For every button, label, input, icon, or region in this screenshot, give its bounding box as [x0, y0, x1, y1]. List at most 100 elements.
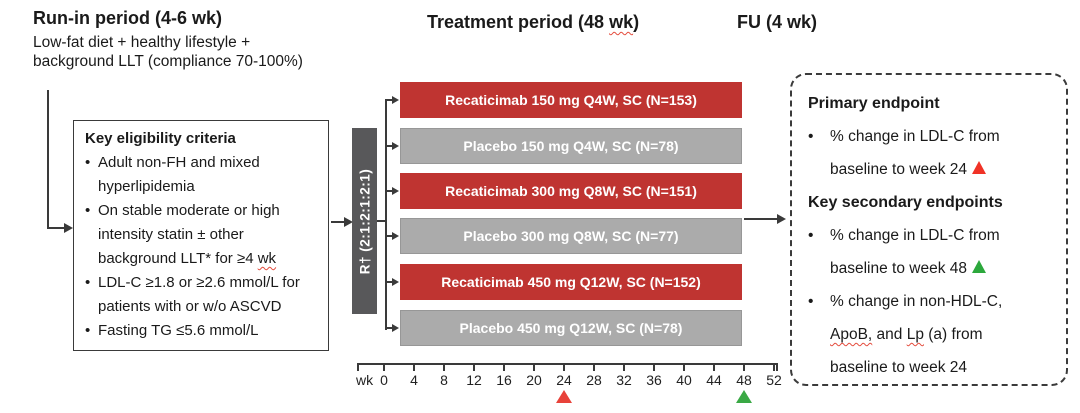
bullet-icon: • [85, 202, 91, 219]
week-axis-line [357, 363, 778, 365]
axis-tick [653, 363, 655, 371]
secondary-endpoint-2-seg2: and [872, 326, 907, 343]
run-in-subtitle-line1: Low-fat diet + healthy lifestyle + [33, 34, 251, 51]
axis-endcap-right [776, 363, 778, 371]
arm-bar-placebo-150: Placebo 150 mg Q4W, SC (N=78) [400, 128, 742, 164]
eligibility-item-4-text: Fasting TG ≤5.6 mmol/L [98, 322, 259, 339]
randomization-branch-stub-line [377, 220, 386, 222]
secondary-endpoint-2-wavy-apob: ApoB, [830, 326, 873, 343]
week24-red-triangle-icon [556, 390, 572, 403]
fu-period-title: FU (4 wk) [737, 12, 818, 32]
axis-tick [593, 363, 595, 371]
endpoints-panel: Primary endpoint • % change in LDL-C from… [790, 73, 1068, 386]
axis-tick [563, 363, 565, 371]
axis-tick [713, 363, 715, 371]
axis-tick-label: 28 [586, 372, 602, 388]
primary-endpoint-title: Primary endpoint [808, 95, 940, 112]
bullet-icon: • [808, 128, 814, 145]
axis-tick-label: 52 [766, 372, 782, 388]
branch-arrowhead-icon [392, 278, 399, 286]
axis-tick-label: 12 [466, 372, 482, 388]
bullet-icon: • [808, 293, 814, 310]
secondary-endpoints-title: Key secondary endpoints [808, 194, 1003, 211]
arm-bar-recaticimab-150: Recaticimab 150 mg Q4W, SC (N=153) [400, 82, 742, 118]
eligibility-item-1-text: Adult non-FH and mixed hyperlipidemia [98, 154, 260, 195]
branch-line-arm-6 [385, 327, 393, 329]
eligibility-item-2-wavy-wk: wk [257, 250, 277, 267]
eligibility-item-3: • LDL-C ≥1.8 or ≥2.6 mmol/L for patients … [85, 271, 326, 319]
secondary-endpoint-2-seg3: (a) from baseline to week 24 [830, 326, 983, 376]
randomization-bar: R† (2:1:2:1:2:1) [352, 128, 377, 314]
axis-tick-label: 24 [556, 372, 572, 388]
branch-arrowhead-icon [392, 96, 399, 104]
axis-tick [533, 363, 535, 371]
bullet-icon: • [808, 227, 814, 244]
branch-line-arm-1 [385, 99, 393, 101]
axis-tick-label: 32 [616, 372, 632, 388]
arm-bar-placebo-300: Placebo 300 mg Q8W, SC (N=77) [400, 218, 742, 254]
branch-line-arm-4 [385, 235, 393, 237]
treatment-period-title: Treatment period (48 wk) [427, 12, 639, 33]
axis-tick-label: 20 [526, 372, 542, 388]
treatment-to-fu-arrowhead-icon [777, 214, 786, 224]
eligibility-item-4: • Fasting TG ≤5.6 mmol/L [85, 319, 326, 343]
bullet-icon: • [85, 154, 91, 171]
axis-tick [383, 363, 385, 371]
axis-tick [773, 363, 775, 371]
arm-bar-placebo-450: Placebo 450 mg Q12W, SC (N=78) [400, 310, 742, 346]
axis-tick-label: 4 [410, 372, 418, 388]
secondary-endpoint-2-wavy-lp: Lp [906, 326, 924, 343]
eligibility-box: Key eligibility criteria • Adult non-FH a… [73, 120, 329, 351]
axis-endcap-left [357, 363, 359, 371]
axis-tick-label: 8 [440, 372, 448, 388]
eligibility-item-3-text: LDL-C ≥1.8 or ≥2.6 mmol/L for patients w… [98, 274, 300, 315]
treatment-title-text: Treatment period (48 [427, 12, 610, 32]
arm-bar-recaticimab-450: Recaticimab 450 mg Q12W, SC (N=152) [400, 264, 742, 300]
bullet-icon: • [85, 274, 91, 291]
axis-tick-label: 48 [736, 372, 752, 388]
axis-tick [413, 363, 415, 371]
secondary-endpoint-item-2: • % change in non-HDL-C, ApoB, and Lp (a)… [792, 285, 1035, 384]
eligibility-to-randomization-arrowhead-icon [344, 217, 353, 227]
week48-green-triangle-icon [736, 390, 752, 403]
axis-tick-label: 44 [706, 372, 722, 388]
axis-tick-label: 40 [676, 372, 692, 388]
eligibility-to-randomization-line [331, 221, 345, 223]
eligibility-item-2-text: On stable moderate or high intensity sta… [98, 202, 280, 267]
axis-tick [503, 363, 505, 371]
branch-arrowhead-icon [392, 324, 399, 332]
treatment-to-fu-line [744, 218, 778, 220]
branch-line-arm-2 [385, 145, 393, 147]
secondary-endpoint-item-1: • % change in LDL-C from baseline to week… [792, 219, 1035, 285]
week-axis-unit-label: wk [356, 372, 374, 388]
green-triangle-icon [972, 260, 987, 273]
run-in-period-title: Run-in period (4-6 wk) [33, 8, 222, 28]
branch-arrowhead-icon [392, 142, 399, 150]
primary-endpoint-text: % change in LDL-C from baseline to week … [830, 128, 1000, 178]
run-in-elbow-vertical-line [47, 90, 49, 229]
axis-tick [473, 363, 475, 371]
branch-line-arm-3 [385, 190, 393, 192]
axis-tick-label: 0 [380, 372, 388, 388]
eligibility-item-1: • Adult non-FH and mixed hyperlipidemia [85, 151, 326, 199]
red-triangle-icon [972, 161, 987, 174]
axis-tick [623, 363, 625, 371]
treatment-title-close: ) [633, 12, 640, 32]
eligibility-title: Key eligibility criteria [85, 130, 236, 147]
eligibility-item-2: • On stable moderate or high intensity st… [85, 199, 326, 271]
primary-endpoint-item: • % change in LDL-C from baseline to week… [792, 120, 1035, 186]
secondary-endpoint-2-seg1: % change in non-HDL-C, [830, 293, 1003, 310]
axis-tick [683, 363, 685, 371]
run-in-arrowhead-icon [64, 223, 73, 233]
run-in-elbow-horizontal-line [47, 227, 66, 229]
run-in-subtitle-line2: background LLT (compliance 70-100%) [33, 53, 303, 70]
axis-tick-label: 16 [496, 372, 512, 388]
arm-bar-recaticimab-300: Recaticimab 300 mg Q8W, SC (N=151) [400, 173, 742, 209]
treatment-title-wavy-wk: wk [609, 12, 634, 32]
branch-arrowhead-icon [392, 187, 399, 195]
branch-vertical-line [385, 99, 387, 330]
branch-arrowhead-icon [392, 232, 399, 240]
axis-tick-label: 36 [646, 372, 662, 388]
axis-tick [443, 363, 445, 371]
